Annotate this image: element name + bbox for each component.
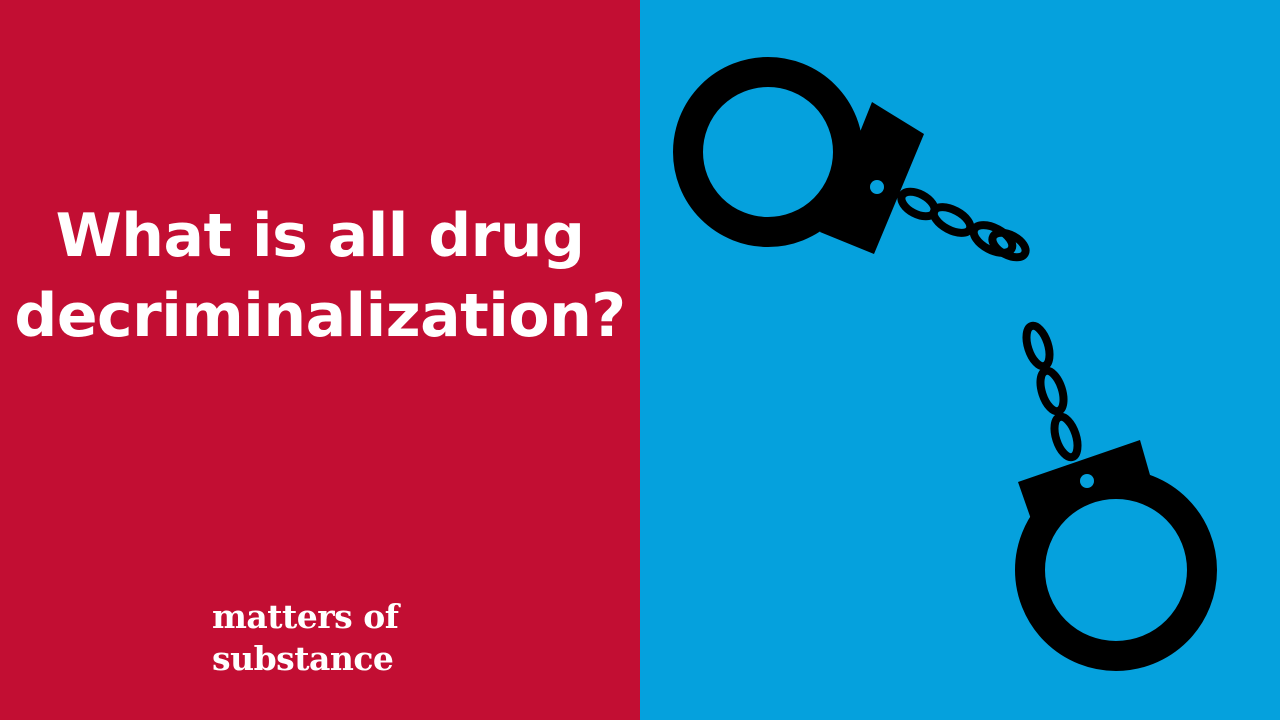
lower-cuff-icon: [1015, 321, 1217, 671]
brand-line-1: matters of: [212, 597, 399, 636]
blue-panel: [640, 0, 1280, 720]
headline-line-2: decriminalization?: [14, 281, 626, 351]
upper-cuff-icon: [673, 57, 1030, 262]
headline: What is all drug decriminalization?: [0, 196, 640, 356]
headline-line-1: What is all drug: [55, 201, 585, 271]
brand-logo: matters of substance: [212, 596, 399, 680]
brand-line-2: substance: [212, 639, 394, 678]
red-panel: What is all drug decriminalization? matt…: [0, 0, 640, 720]
broken-handcuffs-icon: [673, 57, 1217, 671]
